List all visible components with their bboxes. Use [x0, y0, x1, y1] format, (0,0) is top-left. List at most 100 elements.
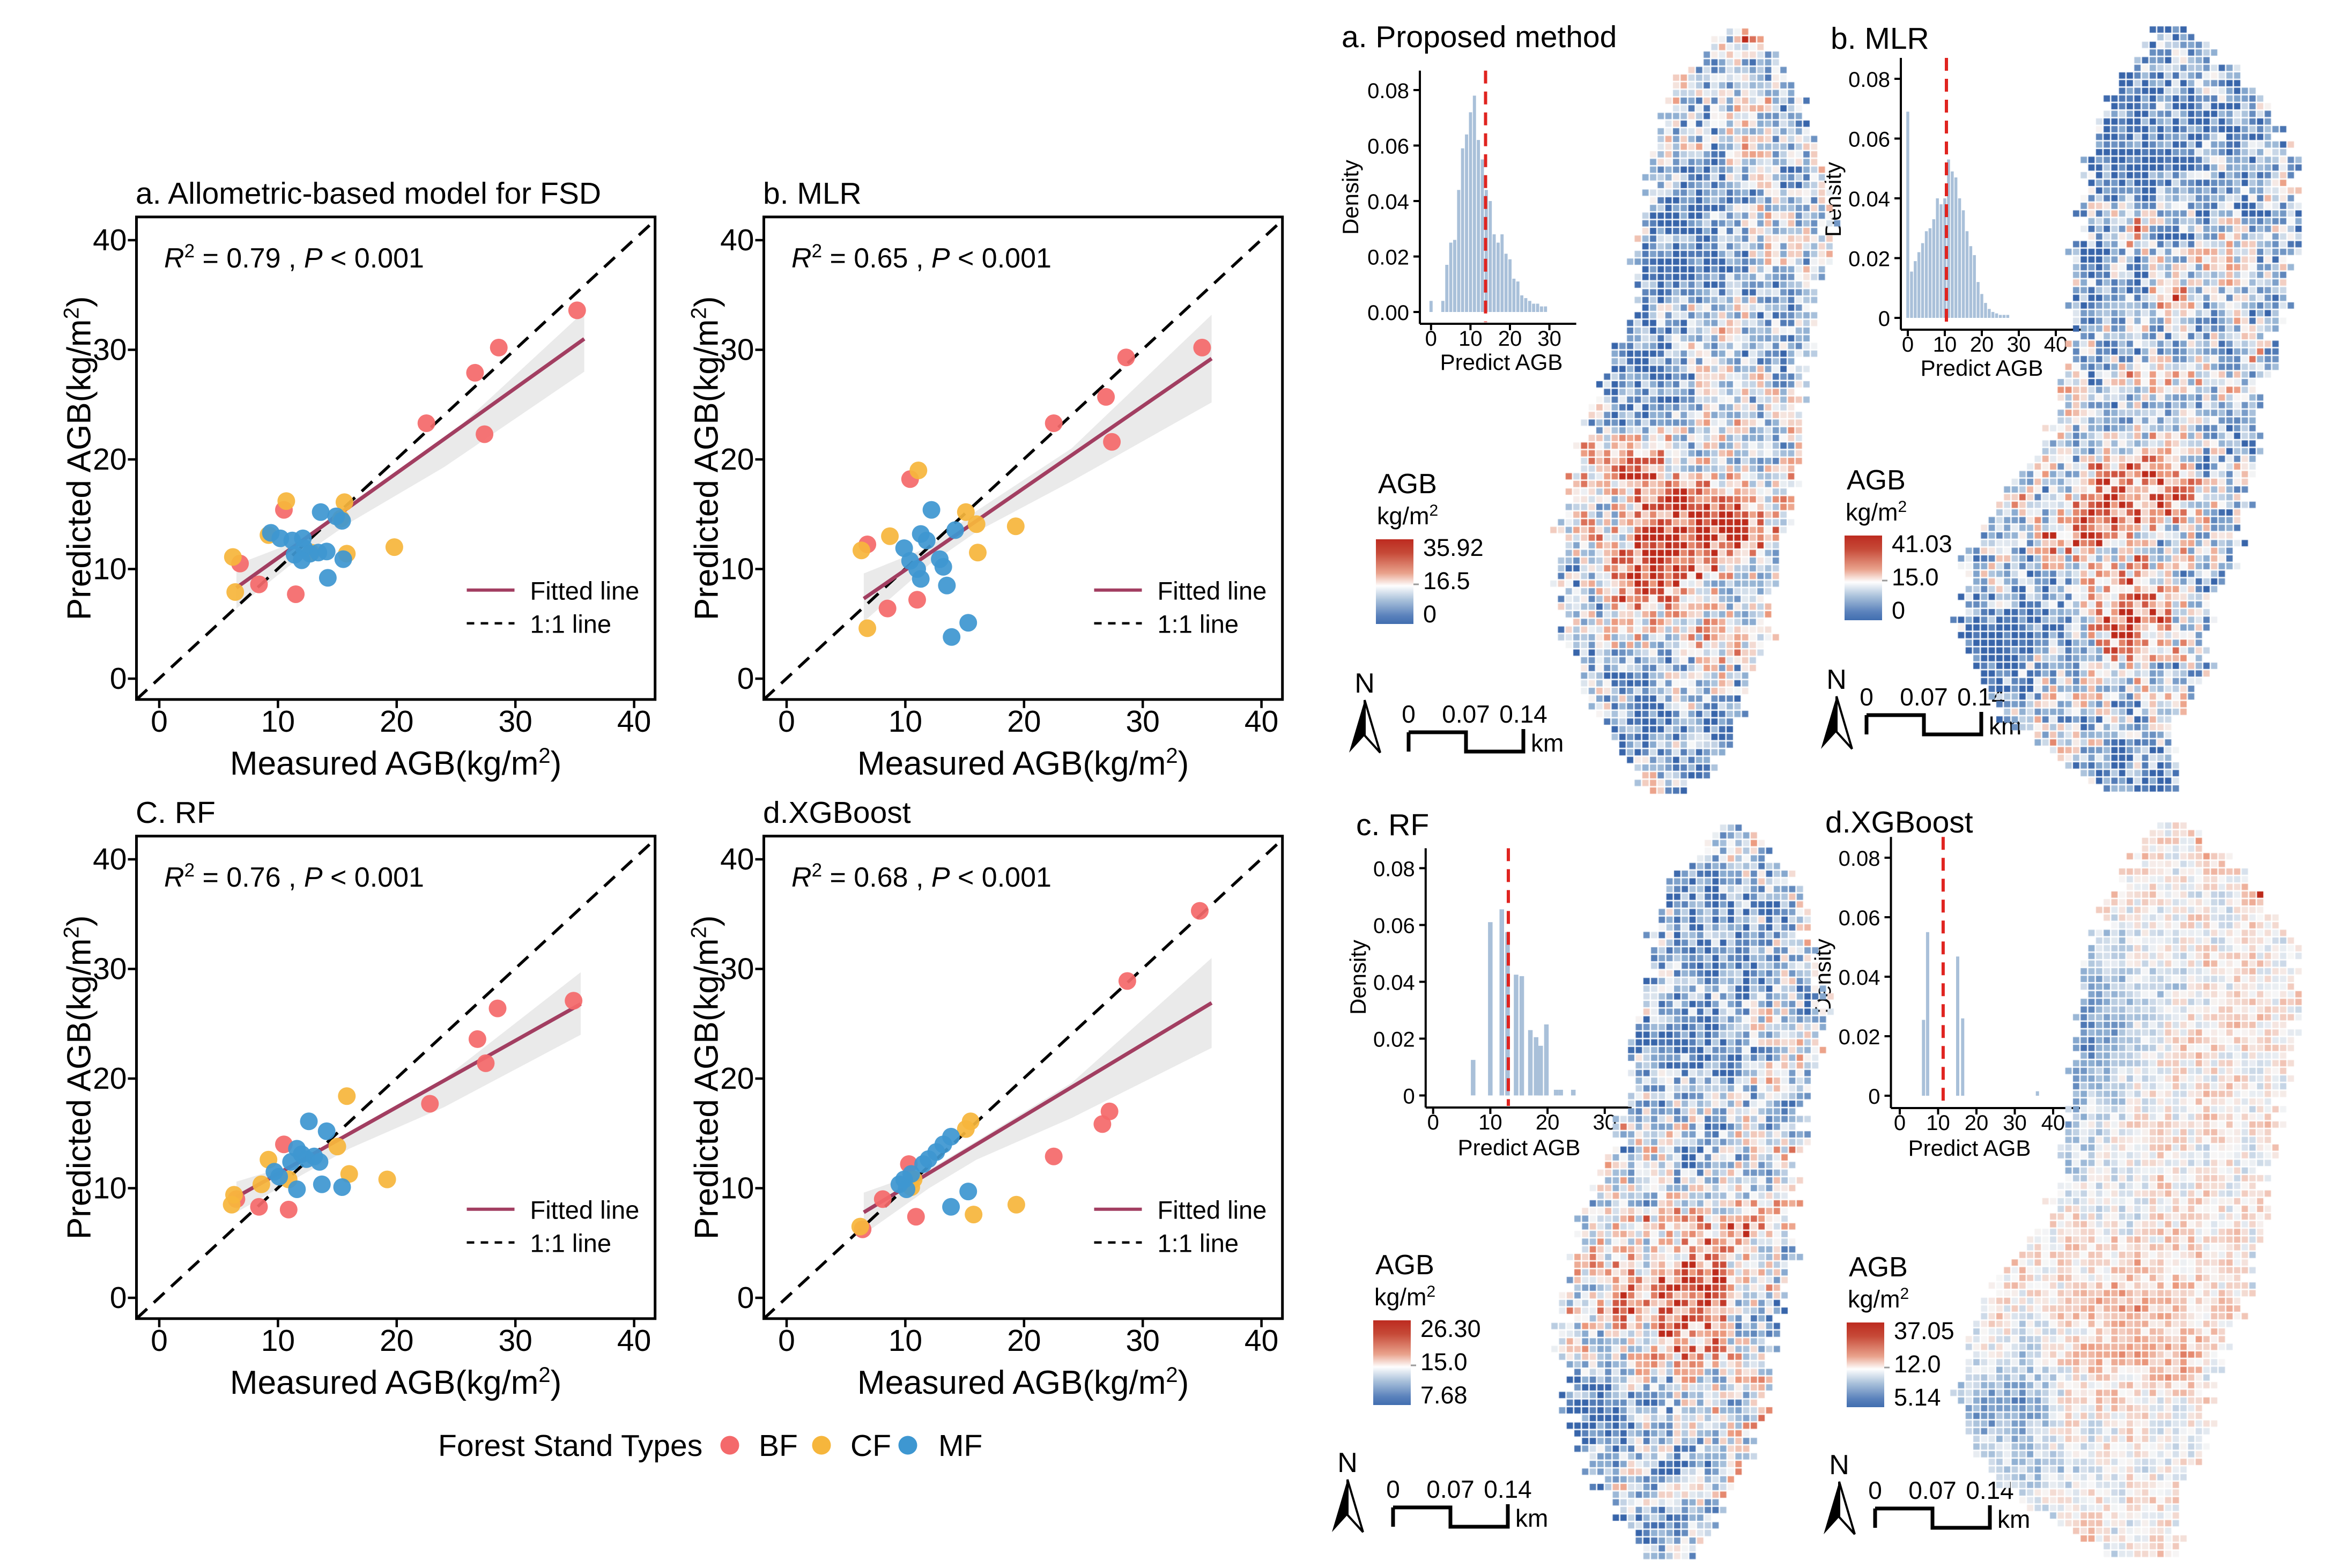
svg-text:R2 = 0.76 , P < 0.001: R2 = 0.76 , P < 0.001	[164, 860, 424, 893]
svg-text:1:1 line: 1:1 line	[530, 610, 612, 638]
svg-text:0.07: 0.07	[1426, 1475, 1475, 1503]
svg-text:0: 0	[1868, 1476, 1882, 1504]
svg-text:d.XGBoost: d.XGBoost	[1825, 805, 1973, 839]
svg-text:Predicted AGB(kg/m2): Predicted AGB(kg/m2)	[687, 296, 725, 621]
svg-text:0.06: 0.06	[1848, 128, 1890, 152]
svg-text:0: 0	[1427, 1111, 1439, 1134]
svg-text:Predict AGB: Predict AGB	[1440, 350, 1563, 375]
svg-text:0: 0	[1868, 1085, 1880, 1109]
svg-text:kg/m2: kg/m2	[1848, 1285, 1909, 1313]
svg-text:10: 10	[261, 704, 295, 739]
svg-text:kg/m2: kg/m2	[1377, 502, 1438, 530]
svg-text:R2 = 0.79 , P < 0.001: R2 = 0.79 , P < 0.001	[164, 241, 424, 274]
svg-text:Fitted line: Fitted line	[1158, 1196, 1267, 1224]
svg-text:10: 10	[1458, 327, 1483, 351]
svg-text:40: 40	[1245, 1324, 1278, 1358]
svg-text:kg/m2: kg/m2	[1846, 498, 1907, 526]
svg-text:30: 30	[498, 704, 532, 739]
svg-text:20: 20	[93, 442, 127, 477]
svg-text:0: 0	[1386, 1475, 1400, 1503]
svg-text:16.5: 16.5	[1423, 567, 1470, 594]
svg-text:20: 20	[380, 704, 413, 739]
svg-text:N: N	[1354, 668, 1375, 699]
svg-text:Fitted line: Fitted line	[530, 1196, 640, 1224]
svg-text:N: N	[1337, 1447, 1358, 1478]
svg-text:Density: Density	[1338, 160, 1363, 235]
svg-text:0: 0	[737, 662, 754, 696]
svg-text:b. MLR: b. MLR	[763, 176, 862, 211]
svg-text:10: 10	[888, 1324, 922, 1358]
svg-text:Measured AGB(kg/m2): Measured AGB(kg/m2)	[230, 744, 561, 782]
svg-text:30: 30	[498, 1324, 532, 1358]
svg-text:0.07: 0.07	[1442, 700, 1490, 728]
svg-text:0.00: 0.00	[1367, 301, 1409, 325]
svg-text:37.05: 37.05	[1894, 1317, 1954, 1344]
svg-text:R2 = 0.65 , P < 0.001: R2 = 0.65 , P < 0.001	[791, 241, 1051, 274]
svg-text:0: 0	[1902, 333, 1914, 356]
svg-text:10: 10	[93, 552, 127, 586]
svg-text:Fitted line: Fitted line	[1158, 577, 1267, 605]
svg-text:0.08: 0.08	[1373, 858, 1415, 881]
svg-text:10: 10	[1478, 1111, 1502, 1134]
svg-text:0: 0	[1860, 683, 1874, 711]
svg-text:0: 0	[1878, 307, 1890, 331]
svg-text:Forest Stand Types: Forest Stand Types	[438, 1429, 702, 1463]
svg-text:Predicted AGB(kg/m2): Predicted AGB(kg/m2)	[60, 296, 98, 621]
svg-text:10: 10	[720, 1171, 754, 1206]
svg-text:Measured AGB(kg/m2): Measured AGB(kg/m2)	[857, 1363, 1189, 1401]
svg-text:41.03: 41.03	[1892, 530, 1952, 558]
svg-text:40: 40	[617, 1324, 651, 1358]
svg-text:0.04: 0.04	[1367, 190, 1409, 214]
svg-text:0: 0	[778, 704, 795, 739]
svg-text:0.06: 0.06	[1373, 915, 1415, 938]
svg-text:Predicted AGB(kg/m2): Predicted AGB(kg/m2)	[687, 916, 725, 1240]
svg-text:d.XGBoost: d.XGBoost	[763, 796, 911, 830]
svg-text:kg/m2: kg/m2	[1374, 1283, 1435, 1311]
svg-text:0.14: 0.14	[1499, 700, 1547, 728]
svg-text:0: 0	[1425, 327, 1437, 351]
svg-text:1:1 line: 1:1 line	[1158, 1229, 1239, 1258]
svg-text:MF: MF	[938, 1429, 982, 1463]
svg-text:20: 20	[1007, 1324, 1041, 1358]
svg-text:30: 30	[1125, 1324, 1159, 1358]
svg-text:C. RF: C. RF	[136, 796, 216, 830]
svg-text:40: 40	[93, 223, 127, 257]
svg-text:0: 0	[1894, 1111, 1906, 1135]
svg-text:7.68: 7.68	[1420, 1381, 1468, 1409]
svg-text:40: 40	[93, 842, 127, 876]
svg-text:10: 10	[1926, 1111, 1950, 1135]
svg-text:10: 10	[93, 1171, 127, 1206]
svg-text:0: 0	[110, 662, 127, 696]
svg-text:20: 20	[720, 1061, 754, 1096]
svg-text:0: 0	[151, 1324, 168, 1358]
svg-text:AGB: AGB	[1849, 1252, 1908, 1283]
svg-text:0: 0	[778, 1324, 795, 1358]
svg-text:5.14: 5.14	[1894, 1384, 1941, 1411]
svg-text:0.06: 0.06	[1367, 135, 1409, 159]
svg-text:30: 30	[720, 952, 754, 986]
svg-text:Density: Density	[1345, 940, 1371, 1015]
svg-text:AGB: AGB	[1847, 465, 1906, 496]
svg-text:20: 20	[720, 442, 754, 477]
svg-text:km: km	[1515, 1504, 1548, 1532]
svg-text:15.0: 15.0	[1420, 1348, 1468, 1376]
svg-text:Measured AGB(kg/m2): Measured AGB(kg/m2)	[230, 1363, 561, 1401]
svg-text:30: 30	[1125, 704, 1159, 739]
svg-text:0.07: 0.07	[1900, 683, 1948, 711]
svg-text:26.30: 26.30	[1420, 1315, 1481, 1342]
svg-text:20: 20	[380, 1324, 413, 1358]
svg-text:30: 30	[720, 333, 754, 367]
svg-text:0: 0	[110, 1281, 127, 1315]
svg-text:40: 40	[720, 223, 754, 257]
svg-text:AGB: AGB	[1378, 469, 1437, 500]
svg-text:0.08: 0.08	[1848, 68, 1890, 92]
svg-text:0: 0	[1892, 597, 1905, 624]
svg-text:10: 10	[720, 552, 754, 586]
svg-text:40: 40	[720, 842, 754, 876]
svg-text:BF: BF	[759, 1429, 798, 1463]
svg-text:0: 0	[1423, 600, 1436, 628]
svg-text:1:1 line: 1:1 line	[530, 1229, 612, 1258]
svg-text:0.02: 0.02	[1848, 248, 1890, 271]
svg-text:0: 0	[1402, 700, 1416, 728]
svg-text:0.04: 0.04	[1373, 971, 1415, 995]
